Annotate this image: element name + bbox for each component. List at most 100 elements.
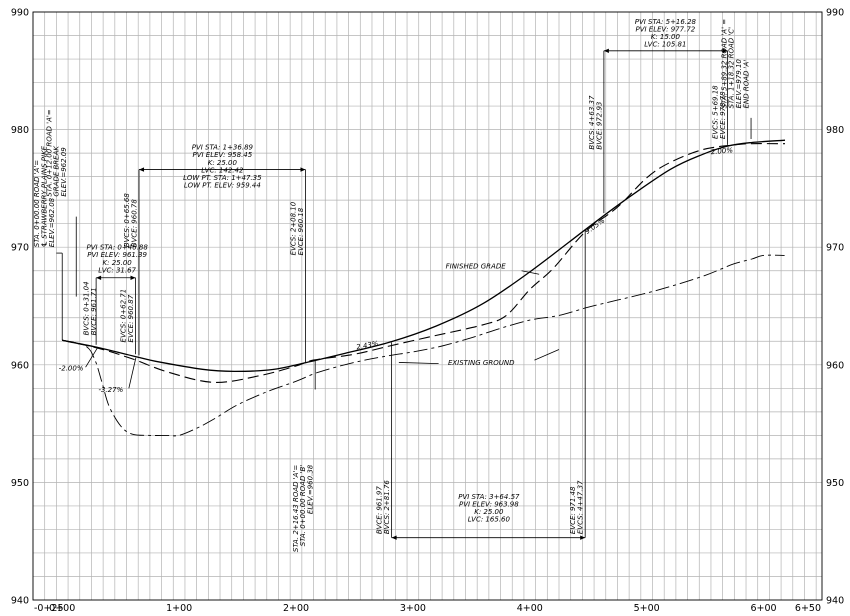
x-tick-label: 4+00 xyxy=(517,603,543,614)
y-tick-label-right: 990 xyxy=(826,8,844,19)
y-tick-label-left: 950 xyxy=(11,478,29,489)
annotation-start-callout-line: ELEV.=962.08 xyxy=(48,197,56,247)
dimension-arrowhead xyxy=(130,275,136,280)
annotation-evcs2: EVCS: 2+08.10EVCE: 960.18 xyxy=(290,201,305,255)
y-tick-label-right: 970 xyxy=(826,243,844,254)
curves xyxy=(62,139,786,437)
x-tick-label: 6+50 xyxy=(795,603,821,614)
plot-frame xyxy=(32,11,823,601)
annotation-grade-905: 9.05% xyxy=(584,216,607,236)
annotation-pvi4: PVI STA: 5+16.28 PVI ELEV: 977.72 K: 15.00… xyxy=(635,18,697,49)
annotation-start-callout-line: ℄ STRAWBERRY PLAINS PIKE xyxy=(40,145,48,247)
y-tick-label-left: 990 xyxy=(11,8,29,19)
annotation-pvi2-line: LOW PT. STA: 1+47.35 xyxy=(183,174,262,182)
leader-line xyxy=(85,346,99,368)
leader-line xyxy=(534,349,560,361)
annotation-end-callout-line: END ROAD 'A' xyxy=(742,60,750,109)
annotation-pvi1-line: LVC: 31.67 xyxy=(98,266,136,274)
x-tick-label: 6+00 xyxy=(751,603,777,614)
annotation-pvi3-line: K: 25.00 xyxy=(474,508,504,516)
dimension-arrowhead xyxy=(580,535,586,540)
y-tick-label-right: 950 xyxy=(826,478,844,489)
leader-line xyxy=(398,362,439,365)
annotation-pvi3-line: LVC: 165.60 xyxy=(468,516,511,524)
axes: 940 940 950 950 960 960 970 970 980 980 990 990 -0+2… xyxy=(11,8,844,615)
annotation-bvcs4-line: BVCS: 4+63.37 xyxy=(588,95,596,150)
series-proposed-dashed xyxy=(62,143,786,383)
annotation-evcs3-line: EVCE: 971.48 xyxy=(569,486,577,534)
annotation-end-callout-line: ELEV.=979.10 xyxy=(735,59,743,109)
annotation-grade-m200: -2.00% xyxy=(59,365,84,373)
dimension-arrowhead xyxy=(300,167,306,172)
annotation-bvcs2-line: BVCE: 960.78 xyxy=(130,199,138,248)
x-tick-label: -0+25 xyxy=(34,603,64,614)
annotation-label-finished-grade: FINISHED GRADE xyxy=(446,262,507,270)
annotation-bvcs2-line: BVCS: 0+65.68 xyxy=(123,193,131,248)
series-finished-grade xyxy=(62,139,786,373)
x-tick-label: 3+00 xyxy=(400,603,426,614)
annotation-pvi3-line: PVI ELEV: 963.98 xyxy=(459,500,519,508)
annotation-pvi1: PVI STA: 0+46.88 PVI ELEV: 961.39 K: 25.00… xyxy=(87,244,149,275)
annotation-road-b-line: STA. 0+00.00 ROAD 'B' xyxy=(299,465,307,547)
annotation-pvi3: PVI STA: 3+64.57 PVI ELEV: 963.98 K: 25.00… xyxy=(458,493,520,524)
annotation-pvi1-line: PVI ELEV: 961.39 xyxy=(87,251,147,259)
y-tick-label-left: 940 xyxy=(11,596,29,607)
annotation-grade-break-line: ELEV.=962.09 xyxy=(60,147,68,197)
annotation-pvi2-line: PVI ELEV: 958.45 xyxy=(192,151,252,159)
annotation-bvcs4: BVCS: 4+63.37BVCE: 972.93 xyxy=(588,95,603,150)
annotation-evcs1: EVCS: 0+62.71EVCE: 960.87 xyxy=(120,289,135,343)
annotation-pvi4-line: PVI STA: 5+16.28 xyxy=(635,18,697,26)
y-tick-label-right: 980 xyxy=(826,125,844,136)
annotation-bvcs3: BVCE: 961.97BVCS: 2+81.76 xyxy=(376,480,391,535)
annotation-grade-break-line: STA. 0+12.00 ROAD 'A'= xyxy=(45,109,53,196)
annotation-evcs1-line: EVCE: 960.87 xyxy=(127,294,135,342)
annotation-start-callout-line: STA. 0+00.00 ROAD 'A'= xyxy=(33,160,41,247)
annotation-grade-200: 2.00% xyxy=(710,146,733,156)
annotation-road-b-line: ELEV.=960.38 xyxy=(307,464,315,514)
annotation-pvi2-line: LOW PT. ELEV: 959.44 xyxy=(184,182,261,190)
annotation-bvcs2: BVCS: 0+65.68BVCE: 960.78 xyxy=(123,193,138,248)
annotation-end-callout-line: STA. 5+89.32 ROAD 'A' = xyxy=(720,19,728,109)
y-tick-label-left: 970 xyxy=(11,243,29,254)
annotation-pvi4-line: K: 15.00 xyxy=(651,33,681,41)
dimension-arrowhead xyxy=(139,167,145,172)
annotation-pvi2-line: PVI STA: 1+36.89 xyxy=(192,144,254,152)
annotation-evcs2-line: EVCS: 2+08.10 xyxy=(290,201,298,255)
y-tick-label-right: 940 xyxy=(826,596,844,607)
dimension-arrowhead xyxy=(96,275,102,280)
annotation-evcs4-line: EVCE: 978.78 xyxy=(719,91,727,139)
annotation-grade-break-line: GRADE BREAK xyxy=(53,145,61,197)
annotation-bvcs4-line: BVCE: 972.93 xyxy=(595,102,603,150)
annotation-labels: STA. 0+00.00 ROAD 'A'=℄ STRAWBERRY PLAIN… xyxy=(33,18,750,552)
annotation-pvi1-line: PVI STA: 0+46.88 xyxy=(87,244,149,252)
annotation-label-existing-ground: EXISTING GROUND xyxy=(448,359,515,367)
leader-line xyxy=(128,357,137,389)
annotation-end-callout-line: STA. 1+18.32 ROAD 'C' xyxy=(728,27,736,109)
annotation-evcs1-line: EVCS: 0+62.71 xyxy=(120,289,128,343)
grid xyxy=(32,11,822,601)
annotation-bvcs1-line: BVCE: 961.71 xyxy=(90,287,98,335)
annotation-pvi2: PVI STA: 1+36.89 PVI ELEV: 958.45 K: 25.00… xyxy=(183,144,262,190)
y-tick-label-right: 960 xyxy=(826,360,844,371)
annotation-road-b: STA. 2+16.43 ROAD 'A'=STA. 0+00.00 ROAD … xyxy=(292,464,315,552)
x-tick-label: 0+00 xyxy=(49,603,75,614)
annotation-grade-243: 2.43% xyxy=(356,340,380,352)
annotation-bvcs3-line: BVCE: 961.97 xyxy=(376,486,384,535)
annotation-pvi2-line: K: 25.00 xyxy=(208,159,238,167)
annotation-pvi4-line: PVI ELEV: 977.72 xyxy=(636,25,696,33)
annotation-pvi1-line: K: 25.00 xyxy=(103,259,133,267)
annotation-leaders xyxy=(56,48,752,540)
annotation-grade-break: STA. 0+12.00 ROAD 'A'=GRADE BREAKELEV.=9… xyxy=(45,109,68,196)
annotation-bvcs1-line: BVCS: 0+31.04 xyxy=(82,281,90,335)
annotation-start-callout: STA. 0+00.00 ROAD 'A'=℄ STRAWBERRY PLAIN… xyxy=(33,145,56,247)
y-tick-label-left: 960 xyxy=(11,360,29,371)
y-tick-label-left: 980 xyxy=(11,125,29,136)
annotation-evcs4: EVCS: 5+69.18EVCE: 978.78 xyxy=(712,85,727,139)
x-tick-label: 1+00 xyxy=(166,603,192,614)
annotation-pvi4-line: LVC: 105.81 xyxy=(644,41,686,49)
annotation-end-callout: STA. 5+89.32 ROAD 'A' =STA. 1+18.32 ROAD… xyxy=(720,19,750,109)
annotation-evcs3-line: EVCS: 4+47.37 xyxy=(577,480,585,534)
leader-line xyxy=(521,270,540,275)
annotation-bvcs3-line: BVCS: 2+81.76 xyxy=(383,480,391,535)
